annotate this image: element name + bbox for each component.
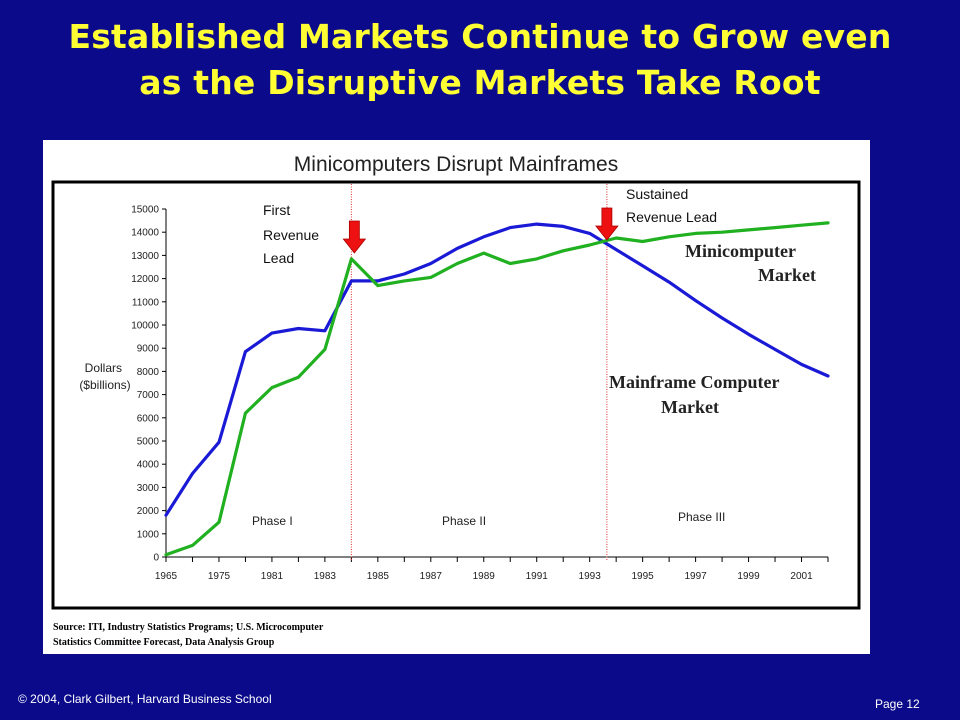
minicomputer-market-line-1: Minicomputer [685, 241, 796, 261]
x-tick-label: 1995 [632, 571, 655, 582]
x-tick-label: 1997 [684, 571, 707, 582]
minicomputer-market-line-2: Market [758, 265, 816, 285]
x-tick-label: 1983 [314, 571, 337, 582]
y-tick-label: 10000 [131, 321, 159, 332]
y-axis-label-line-2: ($billions) [79, 378, 130, 392]
first-revenue-lead-line-2: Revenue [263, 227, 319, 243]
y-tick-label: 2000 [137, 506, 160, 517]
x-tick-label: 1975 [208, 571, 231, 582]
page-number: Page 12 [875, 697, 920, 711]
y-tick-label: 9000 [137, 344, 160, 355]
y-tick-label: 13000 [131, 251, 159, 262]
copyright-text: © 2004, Clark Gilbert, Harvard Business … [18, 692, 272, 706]
y-tick-label: 8000 [137, 367, 160, 378]
line-chart: Minicomputers Disrupt Mainframes 0 1000 20… [51, 153, 861, 610]
x-tick-label: 1993 [579, 571, 602, 582]
first-revenue-lead-line-3: Lead [263, 250, 294, 266]
first-revenue-lead-line-1: First [263, 202, 290, 218]
chart-panel: Minicomputers Disrupt Mainframes 0 1000 20… [43, 140, 870, 654]
source-note-line-2: Statistics Committee Forecast, Data Anal… [53, 637, 275, 648]
y-tick-label: 14000 [131, 228, 159, 239]
slide-title-line-1: Established Markets Continue to Grow eve… [68, 17, 892, 56]
phase-3-label: Phase III [678, 510, 725, 524]
x-tick-label: 2001 [790, 571, 813, 582]
y-axis-label-line-1: Dollars [85, 361, 122, 375]
slide-title: Established Markets Continue to Grow eve… [0, 14, 960, 106]
source-note: Source: ITI, Industry Statistics Program… [53, 620, 323, 650]
y-tick-label: 1000 [137, 529, 160, 540]
slide-title-line-2: as the Disruptive Markets Take Root [139, 63, 821, 102]
y-tick-label: 0 [153, 553, 159, 564]
minicomputer-series-line [164, 221, 830, 557]
y-axis-label: Dollars ($billions) [79, 361, 130, 392]
y-tick-label: 7000 [137, 390, 160, 401]
first-revenue-lead-arrow-icon [342, 220, 367, 254]
y-tick-label: 12000 [131, 274, 159, 285]
sustained-revenue-lead-line-1: Sustained [626, 186, 688, 202]
y-tick-label: 6000 [137, 413, 160, 424]
y-tick-label: 3000 [137, 483, 160, 494]
x-tick-label: 1965 [155, 571, 178, 582]
x-tick-label: 1989 [473, 571, 496, 582]
phase-1-label: Phase I [252, 514, 293, 528]
y-tick-label: 4000 [137, 460, 160, 471]
first-revenue-lead-callout: First Revenue Lead [263, 202, 323, 266]
x-tick-label: 1987 [420, 571, 443, 582]
mainframe-market-line-1: Mainframe Computer [609, 372, 779, 392]
x-tick-label: 1981 [261, 571, 284, 582]
sustained-revenue-lead-arrow-icon [595, 207, 619, 241]
x-tick-label: 1999 [737, 571, 760, 582]
mainframe-series-line [164, 222, 830, 517]
mainframe-market-label: Mainframe Computer Market [609, 372, 784, 417]
x-tick-label: 1991 [526, 571, 549, 582]
source-note-line-1: Source: ITI, Industry Statistics Program… [53, 622, 324, 633]
x-tick-label: 1985 [367, 571, 390, 582]
chart-title: Minicomputers Disrupt Mainframes [294, 153, 618, 176]
y-tick-label: 5000 [137, 437, 160, 448]
plot-frame [51, 180, 861, 610]
sustained-revenue-lead-line-2: Revenue Lead [626, 209, 717, 225]
mainframe-market-line-2: Market [661, 397, 719, 417]
y-tick-label: 15000 [131, 205, 159, 216]
sustained-revenue-lead-callout: Sustained Revenue Lead [626, 186, 717, 225]
minicomputer-market-label: Minicomputer Market [685, 241, 816, 285]
y-tick-label: 11000 [132, 297, 160, 308]
phase-2-label: Phase II [442, 514, 486, 528]
